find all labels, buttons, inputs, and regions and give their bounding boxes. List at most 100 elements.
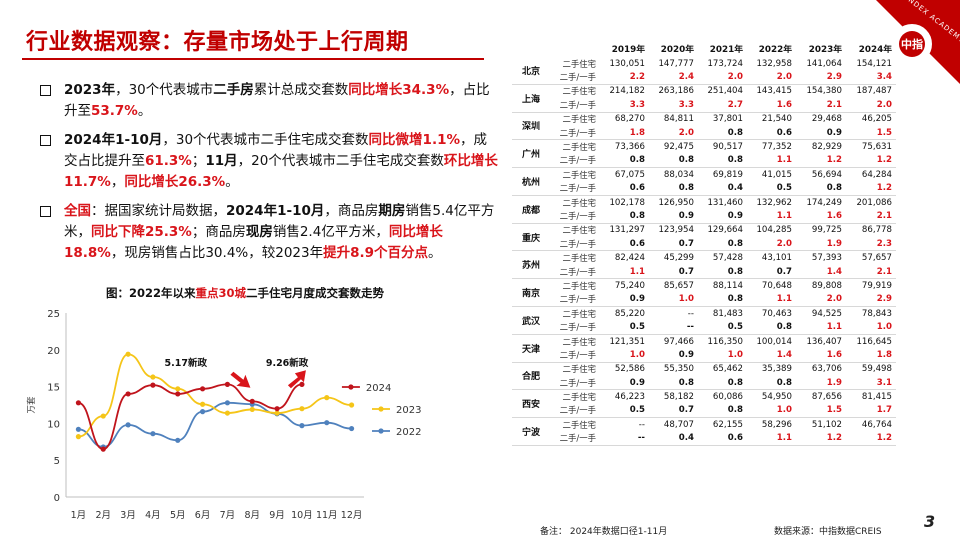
metric-label: 二手住宅 bbox=[562, 336, 597, 347]
table-cell: 1.0 bbox=[846, 320, 896, 335]
x-tick-label: 2月 bbox=[95, 510, 111, 521]
table-cell: 64,284 bbox=[861, 169, 892, 180]
y-tick-label: 25 bbox=[47, 309, 60, 320]
table-row: 二手/一手 0.8 0.8 0.8 1.1 1.2 1.2 bbox=[512, 153, 896, 169]
data-point-2024 bbox=[224, 381, 231, 387]
table-cell: 0.8 bbox=[600, 209, 649, 224]
table-cell: 1.1 bbox=[747, 292, 796, 308]
metric-label: 二手/一手 bbox=[550, 125, 600, 141]
table-cell: 1.2 bbox=[846, 431, 896, 446]
table-cell: 70,648 bbox=[761, 280, 792, 291]
metric-label: 二手/一手 bbox=[550, 70, 600, 85]
bullet-text: 同比增长18.8% bbox=[64, 224, 443, 261]
table-cell: 131,297 bbox=[609, 225, 645, 236]
table-cell: 0.5 bbox=[698, 320, 747, 335]
table-cell: 75,631 bbox=[861, 142, 892, 153]
page-number: 3 bbox=[924, 512, 936, 531]
bullet-text: 同比增长34.3% bbox=[348, 82, 450, 98]
y-axis-label: 万套 bbox=[26, 396, 37, 414]
data-point-2024 bbox=[100, 446, 106, 452]
chart-title: 图：2022年以来重点30城二手住宅月度成交套数走势 bbox=[106, 285, 384, 301]
metric-label: 二手/一手 bbox=[550, 375, 600, 391]
legend-label-2024: 2024 bbox=[366, 383, 391, 394]
table-cell: 104,285 bbox=[756, 225, 792, 236]
table-cell: 3.4 bbox=[846, 70, 896, 85]
table-cell: 87,656 bbox=[811, 392, 842, 403]
table-header-row: 2019年 2020年 2021年 2022年 2023年 2024年 bbox=[512, 40, 896, 57]
table-cell: 121,351 bbox=[609, 336, 645, 347]
table-cell: 136,407 bbox=[806, 336, 842, 347]
metric-label: 二手/一手 bbox=[550, 431, 600, 446]
table-cell: 85,220 bbox=[614, 308, 645, 319]
bullet-text: ：据国家统计局数据， bbox=[91, 203, 226, 219]
metric-label: 二手/一手 bbox=[550, 98, 600, 113]
table-cell: 0.8 bbox=[698, 375, 747, 391]
table-cell: 129,664 bbox=[707, 225, 743, 236]
table-cell: 1.9 bbox=[796, 375, 846, 391]
table-row: 二手/一手 1.0 0.9 1.0 1.4 1.6 1.8 bbox=[512, 348, 896, 363]
table-cell: 35,389 bbox=[761, 364, 792, 375]
data-point-2023 bbox=[125, 351, 131, 357]
metric-label: 二手/一手 bbox=[550, 264, 600, 280]
bullet-text: 53.7% bbox=[91, 103, 138, 119]
data-point-2022 bbox=[150, 431, 156, 437]
table-cell: 0.7 bbox=[649, 264, 698, 280]
table-cell: 57,428 bbox=[712, 253, 743, 264]
table-cell: 0.8 bbox=[600, 153, 649, 169]
table-cell: 3.3 bbox=[600, 98, 649, 113]
table-cell: 1.8 bbox=[846, 348, 896, 363]
table-cell: 86,778 bbox=[861, 225, 892, 236]
table-cell: 57,393 bbox=[811, 253, 842, 264]
table-cell: 2.1 bbox=[796, 98, 846, 113]
table-cell: 78,843 bbox=[861, 308, 892, 319]
series-line-2024 bbox=[78, 383, 303, 451]
bullet-text: 2024年1-10月 bbox=[226, 203, 325, 219]
table-cell: 37,801 bbox=[712, 114, 743, 125]
table-cell: 0.9 bbox=[600, 375, 649, 391]
metric-label: 二手住宅 bbox=[562, 364, 597, 375]
table-row: 武汉 二手住宅 85,220 -- 81,483 70,463 94,525 78,843 bbox=[512, 306, 896, 335]
line-chart: 图：2022年以来重点30城二手住宅月度成交套数走势 0 5 10 15 20 25 1月 2… bbox=[24, 285, 444, 525]
table-cell: 58,182 bbox=[663, 392, 694, 403]
page-title: 行业数据观察：存量市场处于上行周期 bbox=[26, 30, 409, 55]
table-cell: 1.1 bbox=[747, 153, 796, 169]
data-point-2022 bbox=[324, 420, 330, 426]
table-cell: 174,249 bbox=[806, 197, 842, 208]
table-cell: 2.1 bbox=[846, 209, 896, 224]
metric-label: 二手住宅 bbox=[562, 225, 597, 236]
data-point-2022 bbox=[224, 400, 231, 406]
table-cell: 0.5 bbox=[600, 403, 649, 419]
annotation-label: 9.26新政 bbox=[266, 357, 309, 369]
table-cell: 187,487 bbox=[856, 86, 892, 97]
table-row: 重庆 二手住宅 131,297 123,954 129,664 104,285 99,725… bbox=[512, 223, 896, 252]
bullet-box-icon bbox=[40, 135, 51, 146]
bullet-text: 全国 bbox=[64, 203, 91, 219]
table-cell: -- bbox=[649, 320, 698, 335]
table-row: 二手/一手 0.9 0.8 0.8 0.8 1.9 3.1 bbox=[512, 375, 896, 391]
table-row: 广州 二手住宅 73,366 92,475 90,517 77,352 82,929 75,6… bbox=[512, 139, 896, 169]
table-cell: 0.6 bbox=[747, 125, 796, 141]
table-row: 杭州 二手住宅 67,075 88,034 69,819 41,015 56,694 64,2… bbox=[512, 167, 896, 196]
logo-mark: 中指 bbox=[899, 31, 925, 57]
data-point-2024 bbox=[125, 391, 131, 397]
metric-label: 二手住宅 bbox=[562, 419, 597, 430]
data-point-2023 bbox=[224, 410, 231, 416]
table-row: 深圳 二手住宅 68,270 84,811 37,801 21,540 29,468 46,2… bbox=[512, 112, 896, 141]
table-cell: 99,725 bbox=[811, 225, 842, 236]
table-cell: 21,540 bbox=[761, 114, 792, 125]
table-cell: 0.6 bbox=[698, 431, 747, 446]
table-row: 二手/一手 0.6 0.8 0.4 0.5 0.8 1.2 bbox=[512, 181, 896, 196]
bullet-text: 销售5.4亿平方米， bbox=[64, 203, 495, 240]
table-cell: 2.3 bbox=[846, 237, 896, 252]
table-row: 北京 二手住宅 130,051 147,777 173,724 132,958 141,06… bbox=[512, 57, 896, 85]
data-point-2022 bbox=[299, 423, 305, 429]
data-point-2022 bbox=[75, 426, 82, 432]
table-cell: 1.1 bbox=[796, 320, 846, 335]
x-tick-label: 8月 bbox=[244, 510, 260, 521]
metric-label: 二手住宅 bbox=[562, 86, 597, 97]
table-cell: 94,525 bbox=[811, 308, 842, 319]
table-cell: 116,350 bbox=[707, 336, 743, 347]
table-cell: 1.2 bbox=[796, 431, 846, 446]
table-cell: 60,086 bbox=[712, 392, 743, 403]
table-cell: 1.6 bbox=[747, 98, 796, 113]
